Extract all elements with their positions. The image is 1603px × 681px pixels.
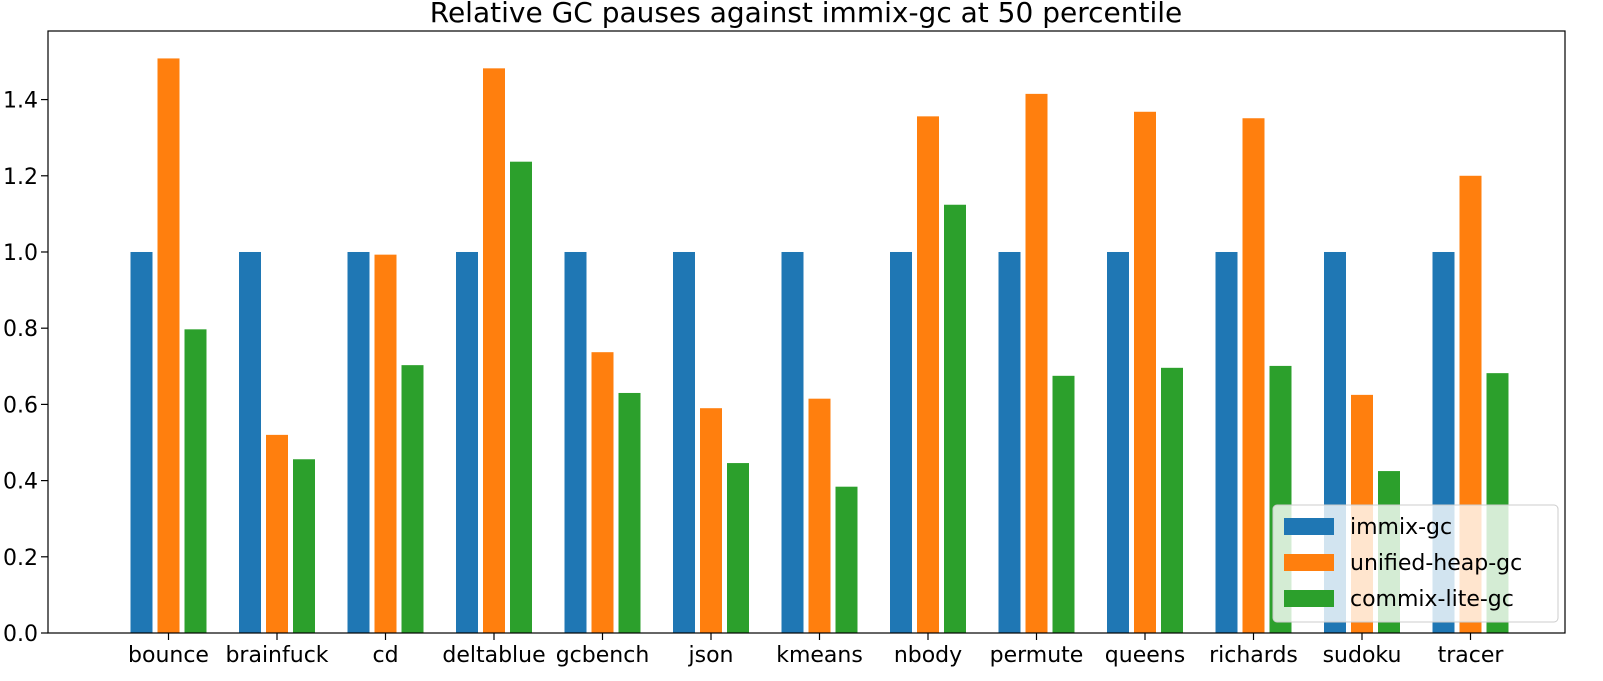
x-tick-label-bounce: bounce xyxy=(128,643,209,668)
bar-immix-gc-bounce xyxy=(130,251,153,634)
bar-unified-heap-gc-json xyxy=(700,408,722,633)
bar-immix-gc-brainfuck xyxy=(239,251,261,634)
x-axis: bounce brainfuck cd deltablue gcbench json kme… xyxy=(128,633,1504,668)
y-tick-label: 0.2 xyxy=(3,546,38,571)
bar-unified-heap-gc-brainfuck xyxy=(266,434,288,633)
bar-immix-gc-queens xyxy=(1107,251,1129,634)
x-tick-label-permute: permute xyxy=(990,643,1084,668)
x-tick-label-sudoku: sudoku xyxy=(1323,643,1402,668)
legend: immix-gc unified-heap-gc commix-lite-gc xyxy=(1272,504,1559,623)
bar-immix-gc-json xyxy=(673,251,695,634)
y-tick-label: 1.0 xyxy=(3,241,38,266)
legend-label-commix-lite-gc: commix-lite-gc xyxy=(1350,587,1514,612)
bar-commix-lite-gc-gcbench xyxy=(618,392,641,633)
bar-commix-lite-gc-kmeans xyxy=(835,486,858,633)
bar-commix-lite-gc-nbody xyxy=(944,204,966,634)
x-tick-label-json: json xyxy=(688,643,734,668)
bar-immix-gc-nbody xyxy=(890,251,912,634)
bar-immix-gc-cd xyxy=(347,251,370,634)
y-tick-label: 0.6 xyxy=(3,393,38,418)
bar-immix-gc-richards xyxy=(1215,251,1238,634)
y-tick-label: 0.4 xyxy=(3,470,38,495)
legend-swatch-unified-heap-gc xyxy=(1284,554,1334,571)
x-tick-label-cd: cd xyxy=(372,643,398,668)
plot-frame xyxy=(47,30,1566,634)
x-tick-label-kmeans: kmeans xyxy=(776,643,863,668)
bar-commix-lite-gc-brainfuck xyxy=(293,459,315,633)
chart-title: Relative GC pauses against immix-gc at 5… xyxy=(430,0,1182,29)
bar-unified-heap-gc-cd xyxy=(374,254,397,633)
legend-label-immix-gc: immix-gc xyxy=(1350,515,1452,540)
bar-unified-heap-gc-kmeans xyxy=(808,398,831,633)
legend-swatch-commix-lite-gc xyxy=(1284,590,1334,607)
bar-commix-lite-gc-json xyxy=(727,463,749,633)
bar-immix-gc-kmeans xyxy=(781,251,804,634)
x-tick-label-nbody: nbody xyxy=(894,643,962,668)
y-tick-label: 0.8 xyxy=(3,317,38,342)
y-tick-label: 1.4 xyxy=(3,89,38,114)
legend-box xyxy=(1272,504,1559,623)
x-tick-label-queens: queens xyxy=(1105,643,1185,668)
x-tick-label-richards: richards xyxy=(1209,643,1298,668)
bar-unified-heap-gc-queens xyxy=(1134,111,1156,633)
bar-commix-lite-gc-cd xyxy=(401,365,424,633)
bar-immix-gc-permute xyxy=(998,251,1021,634)
bar-immix-gc-deltablue xyxy=(456,251,478,634)
bar-unified-heap-gc-deltablue xyxy=(483,68,505,634)
legend-label-unified-heap-gc: unified-heap-gc xyxy=(1350,551,1522,576)
bar-commix-lite-gc-deltablue xyxy=(510,161,532,633)
y-tick-label: 1.2 xyxy=(3,165,38,190)
x-tick-label-tracer: tracer xyxy=(1438,643,1505,668)
y-tick-label: 0.0 xyxy=(3,622,38,647)
bar-unified-heap-gc-permute xyxy=(1025,93,1048,634)
x-tick-label-gcbench: gcbench xyxy=(556,643,650,668)
bar-commix-lite-gc-queens xyxy=(1161,367,1183,633)
bar-unified-heap-gc-bounce xyxy=(157,58,180,634)
y-axis: 0.0 0.2 0.4 0.6 0.8 1.0 1.2 1.4 xyxy=(3,89,48,647)
bar-commix-lite-gc-permute xyxy=(1052,375,1075,633)
bar-unified-heap-gc-nbody xyxy=(917,116,939,634)
bar-immix-gc-gcbench xyxy=(564,251,587,634)
bars-layer xyxy=(130,58,1509,634)
bar-unified-heap-gc-gcbench xyxy=(591,352,614,633)
x-tick-label-deltablue: deltablue xyxy=(442,643,545,668)
bar-commix-lite-gc-bounce xyxy=(184,329,207,633)
bar-unified-heap-gc-richards xyxy=(1242,118,1265,633)
x-tick-label-brainfuck: brainfuck xyxy=(225,643,328,668)
legend-swatch-immix-gc xyxy=(1284,518,1334,535)
